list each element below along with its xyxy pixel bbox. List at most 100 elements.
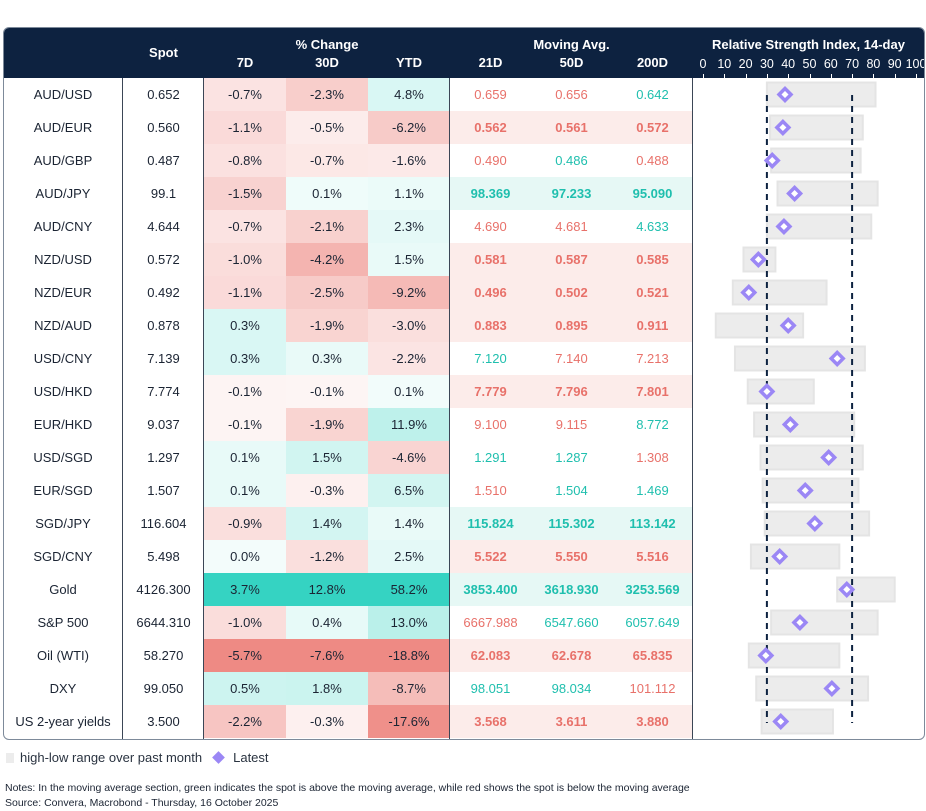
cell-ytd: -8.7% <box>368 672 450 705</box>
rsi-range-bar <box>770 609 879 636</box>
cell-ma21: 98.369 <box>470 186 511 201</box>
header-21d: 21D <box>478 55 503 70</box>
rsi-latest-marker <box>781 416 799 433</box>
cell-ma50: 3618.930 <box>544 582 599 597</box>
rsi-latest-marker <box>820 449 838 466</box>
cell-spot: 116.604 <box>140 516 187 531</box>
ma-highlight <box>450 540 693 573</box>
table-row: USD/SGD 1.297 0.1% 1.5% -4.6% 1.291 1.287 1.308 <box>4 441 924 474</box>
cell-ma200: 113.142 <box>629 516 676 531</box>
rsi-tick-mark <box>894 74 896 78</box>
cell-ma200: 7.213 <box>636 351 669 366</box>
cell-ma21: 0.562 <box>474 120 507 135</box>
table-row: NZD/USD 0.572 -1.0% -4.2% 1.5% 0.581 0.587 0.58… <box>4 243 924 276</box>
cell-ma50: 0.656 <box>555 87 588 102</box>
cell-name: USD/HKD <box>33 384 93 399</box>
header-rsi: Relative Strength Index, 14-day <box>712 37 905 52</box>
cell-spot: 0.652 <box>147 87 180 102</box>
cell-spot: 99.050 <box>143 681 184 696</box>
cell-ma50: 7.796 <box>555 384 588 399</box>
cell-d7: 0.1% <box>204 441 286 474</box>
cell-name: AUD/CNY <box>33 219 93 234</box>
cell-ma200: 95.090 <box>632 186 673 201</box>
cell-ma200: 3.880 <box>636 714 669 729</box>
cell-ma200: 6057.649 <box>625 615 680 630</box>
table-row: EUR/HKD 9.037 -0.1% -1.9% 11.9% 9.100 9.115 8.7… <box>4 408 924 441</box>
cell-d7: -0.7% <box>204 210 286 243</box>
cell-d7: -0.1% <box>204 408 286 441</box>
cell-name: USD/CNY <box>33 351 93 366</box>
legend-range: high-low range over past month <box>20 750 203 765</box>
cell-spot: 99.1 <box>150 186 177 201</box>
cell-ma200: 8.772 <box>636 417 669 432</box>
rsi-tick-label: 90 <box>887 57 902 71</box>
cell-ma21: 98.051 <box>470 681 511 696</box>
table-row: SGD/CNY 5.498 0.0% -1.2% 2.5% 5.522 5.550 5.516 <box>4 540 924 573</box>
rsi-latest-marker <box>779 317 797 334</box>
cell-d7: 0.5% <box>204 672 286 705</box>
ma-highlight <box>450 507 693 540</box>
rsi-range-bar <box>753 411 856 438</box>
rsi-tick-label: 70 <box>845 57 860 71</box>
cell-ytd: 0.1% <box>368 375 450 408</box>
rsi-latest-marker <box>796 482 814 499</box>
cell-ma50: 97.233 <box>551 186 592 201</box>
rsi-tick-mark <box>916 74 917 78</box>
cell-name: AUD/USD <box>33 87 93 102</box>
cell-name: AUD/EUR <box>33 120 93 135</box>
cell-ma21: 4.690 <box>474 219 507 234</box>
cell-spot: 0.572 <box>147 252 180 267</box>
cell-d7: -1.1% <box>204 111 286 144</box>
source-text: Source: Convera, Macrobond - Thursday, 1… <box>5 797 279 809</box>
ma-highlight <box>450 639 693 672</box>
cell-ma21: 0.883 <box>474 318 507 333</box>
cell-spot: 5.498 <box>147 549 180 564</box>
cell-name: Oil (WTI) <box>37 648 89 663</box>
cell-d30: -4.2% <box>286 243 368 276</box>
cell-ma50: 0.895 <box>555 318 588 333</box>
cell-name: AUD/GBP <box>33 153 93 168</box>
rsi-tick-mark <box>766 74 768 78</box>
fx-table: Spot % Change 7D 30D YTD Moving Avg. 21D… <box>3 27 925 740</box>
ma-highlight <box>450 375 693 408</box>
cell-d30: 1.4% <box>286 507 368 540</box>
cell-d7: -1.1% <box>204 276 286 309</box>
cell-ma21: 1.291 <box>474 450 507 465</box>
rsi-range-bar <box>755 675 870 702</box>
rsi-latest-marker <box>806 515 824 532</box>
cell-d30: -0.7% <box>286 144 368 177</box>
cell-ytd: 6.5% <box>368 474 450 507</box>
rsi-tick-mark <box>703 74 704 78</box>
cell-d30: -7.6% <box>286 639 368 672</box>
cell-spot: 7.774 <box>147 384 180 399</box>
rsi-latest-marker <box>772 713 790 730</box>
cell-ytd: -17.6% <box>368 705 450 738</box>
legend: high-low range over past month Latest <box>6 750 269 765</box>
cell-d30: -2.3% <box>286 78 368 111</box>
cell-spot: 4126.300 <box>136 582 191 597</box>
cell-ma50: 0.502 <box>555 285 588 300</box>
cell-ytd: 58.2% <box>368 573 450 606</box>
cell-spot: 4.644 <box>147 219 180 234</box>
cell-ytd: 13.0% <box>368 606 450 639</box>
table-row: AUD/GBP 0.487 -0.8% -0.7% -1.6% 0.490 0.486 0.4… <box>4 144 924 177</box>
rsi-tick-mark <box>724 74 726 78</box>
cell-ma21: 9.100 <box>474 417 507 432</box>
rsi-tick-label: 80 <box>866 57 881 71</box>
rsi-latest-marker <box>823 680 841 697</box>
range-swatch-icon <box>6 752 14 763</box>
header-pct-change: % Change <box>295 37 359 52</box>
rsi-tick-label: 50 <box>802 57 817 71</box>
cell-ma21: 115.824 <box>467 516 514 531</box>
rsi-latest-marker <box>838 581 856 598</box>
rsi-latest-marker <box>740 284 758 301</box>
cell-spot: 58.270 <box>143 648 184 663</box>
cell-ma50: 0.486 <box>555 153 588 168</box>
header-moving-avg: Moving Avg. <box>533 37 610 52</box>
cell-d7: -0.7% <box>204 78 286 111</box>
cell-spot: 0.560 <box>147 120 180 135</box>
header-ytd: YTD <box>396 55 422 70</box>
cell-name: S&P 500 <box>37 615 89 630</box>
cell-ma200: 1.469 <box>636 483 669 498</box>
cell-d30: -1.2% <box>286 540 368 573</box>
